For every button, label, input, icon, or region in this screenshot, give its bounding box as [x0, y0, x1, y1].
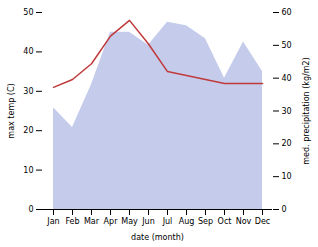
svg-text:Jul: Jul	[162, 217, 173, 226]
svg-text:30: 30	[23, 87, 33, 96]
svg-text:10: 10	[282, 172, 292, 181]
svg-text:40: 40	[282, 74, 292, 83]
svg-text:0: 0	[282, 205, 287, 214]
svg-text:Apr: Apr	[104, 217, 119, 226]
svg-text:Sep: Sep	[198, 217, 213, 226]
svg-text:med. precipitation (kg/m2): med. precipitation (kg/m2)	[302, 57, 311, 164]
svg-text:Mar: Mar	[84, 217, 100, 226]
svg-text:Jun: Jun	[141, 217, 155, 226]
svg-text:10: 10	[23, 166, 33, 175]
svg-text:50: 50	[23, 8, 33, 17]
svg-text:30: 30	[282, 107, 292, 116]
svg-text:60: 60	[282, 8, 292, 17]
svg-text:Dec: Dec	[255, 217, 270, 226]
svg-text:Feb: Feb	[65, 217, 79, 226]
svg-text:Oct: Oct	[218, 217, 232, 226]
svg-text:Aug: Aug	[179, 217, 195, 226]
svg-text:May: May	[121, 217, 138, 226]
svg-text:Nov: Nov	[236, 217, 252, 226]
svg-text:0: 0	[28, 205, 33, 214]
svg-text:20: 20	[23, 126, 33, 135]
svg-text:date (month): date (month)	[131, 233, 184, 242]
svg-text:50: 50	[282, 41, 292, 50]
svg-text:max temp (C): max temp (C)	[7, 83, 16, 138]
svg-text:Jan: Jan	[46, 217, 59, 226]
svg-text:20: 20	[282, 139, 292, 148]
svg-text:40: 40	[23, 47, 33, 56]
